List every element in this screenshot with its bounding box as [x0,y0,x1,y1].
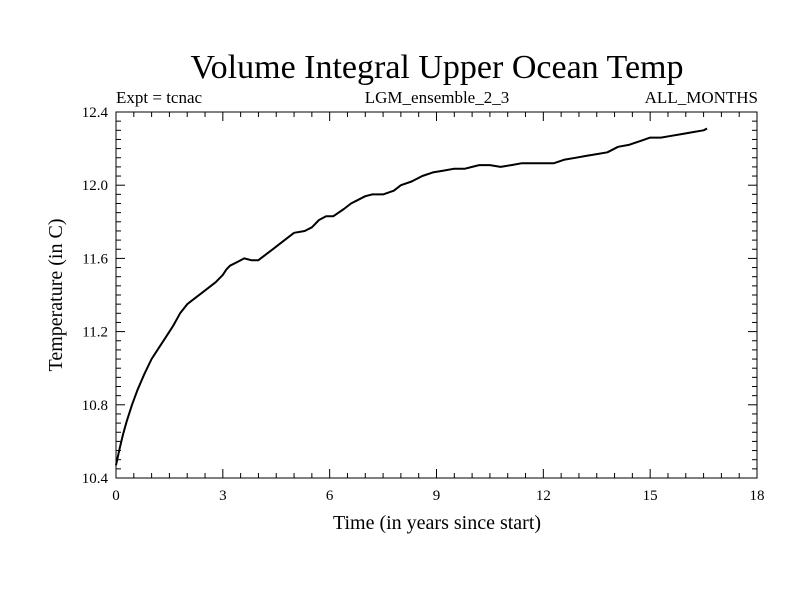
x-tick-label: 18 [750,488,765,504]
y-tick-label: 10.4 [82,471,109,487]
x-axis-tick-labels: 0 3 6 9 12 15 18 [112,488,764,504]
y-tick-label: 11.2 [82,325,108,341]
x-tick-label: 0 [112,488,120,504]
x-axis-ticks [115,112,758,478]
x-tick-label: 12 [536,488,551,504]
chart-subtitle-right: ALL_MONTHS [645,88,758,107]
chart-subtitle-center: LGM_ensemble_2_3 [365,88,509,107]
x-tick-label: 15 [643,488,658,504]
chart-subtitle-left: Expt = tcnac [116,88,203,107]
chart-title: Volume Integral Upper Ocean Temp [191,49,684,86]
y-axis-tick-labels: 10.4 10.8 11.2 11.6 12.0 12.4 [82,105,109,487]
y-tick-label: 10.8 [82,398,108,414]
y-tick-label: 12.4 [82,105,109,121]
y-tick-label: 11.6 [82,251,108,267]
x-tick-label: 9 [433,488,441,504]
series-line [115,127,708,466]
y-axis-label: Temperature (in C) [45,219,67,372]
y-tick-label: 12.0 [82,178,108,194]
x-tick-label: 6 [326,488,334,504]
x-tick-label: 3 [219,488,227,504]
y-axis-ticks [116,111,757,479]
plot-frame [115,111,758,479]
x-axis-label: Time (in years since start) [333,512,541,534]
